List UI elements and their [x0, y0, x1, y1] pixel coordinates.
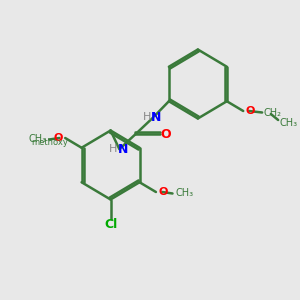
Text: O: O — [158, 187, 168, 197]
Text: H: H — [143, 112, 152, 122]
Text: O: O — [53, 133, 63, 143]
Text: CH₃: CH₃ — [28, 134, 46, 145]
Text: CH₂: CH₂ — [264, 107, 282, 118]
Text: H: H — [109, 144, 117, 154]
Text: O: O — [161, 128, 171, 141]
Text: N: N — [118, 143, 128, 156]
Text: N: N — [151, 111, 162, 124]
Text: Cl: Cl — [104, 218, 117, 231]
Text: methoxy: methoxy — [31, 138, 68, 147]
Text: CH₃: CH₃ — [280, 118, 298, 128]
Text: O: O — [245, 106, 255, 116]
Text: CH₃: CH₃ — [176, 188, 194, 199]
